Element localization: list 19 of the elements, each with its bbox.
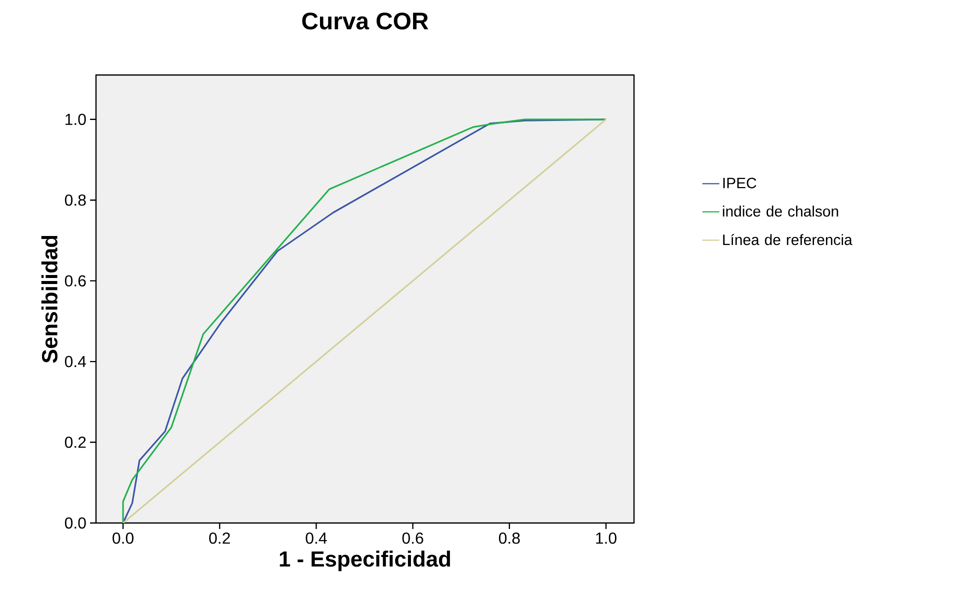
x-tick-label: 0.2 [209,532,230,544]
y-tick-label: 0.8 [64,194,86,206]
legend-label: indice de chalson [722,206,838,217]
y-tick-label: 0.6 [64,275,86,286]
x-axis-title: 1 - Especificidad [280,550,450,572]
y-tick-label: 0.0 [64,517,86,529]
y-tick-label: 0.2 [64,436,86,448]
legend-label: Línea de referencia [723,234,852,246]
y-tick-label: 0.4 [64,356,86,368]
x-tick-label: 0.8 [498,532,520,544]
line-series [122,118,607,523]
y-tick-label: 1.0 [66,114,86,126]
y-axis-title: Sensibilidad [41,236,58,363]
x-tick-label: 0.6 [402,532,424,544]
x-tick-label: 0.4 [306,532,327,544]
x-tick-label: 1.0 [596,532,616,544]
legend-label: IPEC [723,178,756,188]
x-tick-label: 0.0 [112,532,134,544]
chart-title: Curva COR [302,12,428,30]
